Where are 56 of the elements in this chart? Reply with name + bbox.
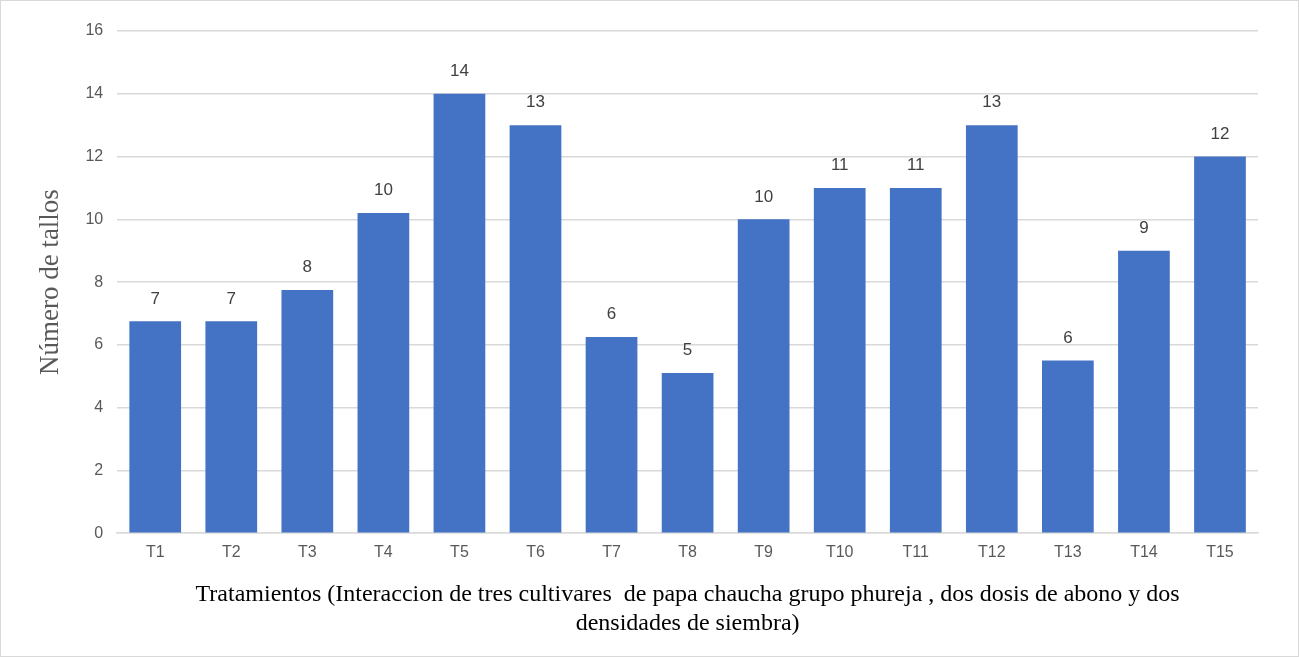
y-axis-title: Número de tallos <box>34 189 65 376</box>
data-label: 5 <box>682 340 693 360</box>
data-label: 8 <box>302 257 313 277</box>
bar <box>661 373 714 533</box>
bar <box>281 289 334 533</box>
bar <box>965 125 1018 533</box>
bar <box>889 187 942 533</box>
y-tick-label: 6 <box>94 335 104 353</box>
data-label: 6 <box>1063 327 1073 347</box>
x-tick-label: T4 <box>374 543 393 561</box>
data-label: 12 <box>1210 123 1230 143</box>
data-label: 9 <box>1139 217 1149 237</box>
bar <box>1118 250 1170 533</box>
data-label: 13 <box>982 92 1002 112</box>
bar <box>129 321 182 533</box>
bar <box>737 219 790 533</box>
x-tick-label: T7 <box>602 543 621 561</box>
data-label: 14 <box>449 60 469 80</box>
x-tick-label: T14 <box>1130 543 1158 561</box>
data-label: 10 <box>373 180 393 200</box>
y-tick-label: 16 <box>85 21 104 39</box>
x-axis-title: Tratamientos (Interaccion de tres cultivares de papa chaucha grupo phureja , dos dosis de abono y dos densidades de siembra) <box>195 580 1180 635</box>
bar <box>813 187 866 533</box>
bar <box>585 337 638 533</box>
bar <box>357 213 410 533</box>
bar <box>1042 360 1094 533</box>
bar <box>509 125 562 533</box>
data-label: 7 <box>150 288 160 308</box>
x-tick-label: T2 <box>221 543 241 561</box>
y-tick-label: 0 <box>94 523 104 541</box>
data-label: 7 <box>226 288 237 308</box>
y-tick-label: 14 <box>85 84 104 102</box>
data-label: 6 <box>606 304 617 324</box>
x-tick-label: T5 <box>450 543 469 561</box>
data-label: 11 <box>906 155 925 175</box>
y-tick-label: 2 <box>94 460 104 478</box>
x-tick-label: T1 <box>145 543 165 561</box>
x-tick-label: T8 <box>678 543 698 561</box>
x-tick-label: T12 <box>978 543 1006 561</box>
data-label: 10 <box>754 186 774 206</box>
x-tick-label: T3 <box>297 543 317 561</box>
bar <box>205 321 258 533</box>
x-tick-label: T6 <box>526 543 545 561</box>
y-tick-label: 4 <box>94 398 104 416</box>
y-tick-label: 8 <box>94 272 104 290</box>
x-tick-label: T9 <box>754 543 774 561</box>
bar <box>1194 156 1246 533</box>
x-tick-label: T13 <box>1054 543 1082 561</box>
y-tick-label: 12 <box>85 146 104 164</box>
x-tick-label: T15 <box>1206 543 1234 561</box>
data-label: 13 <box>526 92 545 112</box>
x-tick-label: T11 <box>902 543 930 561</box>
y-tick-label: 10 <box>85 209 104 227</box>
bar <box>433 93 486 533</box>
data-label: 11 <box>830 155 849 175</box>
x-tick-label: T10 <box>825 543 854 561</box>
